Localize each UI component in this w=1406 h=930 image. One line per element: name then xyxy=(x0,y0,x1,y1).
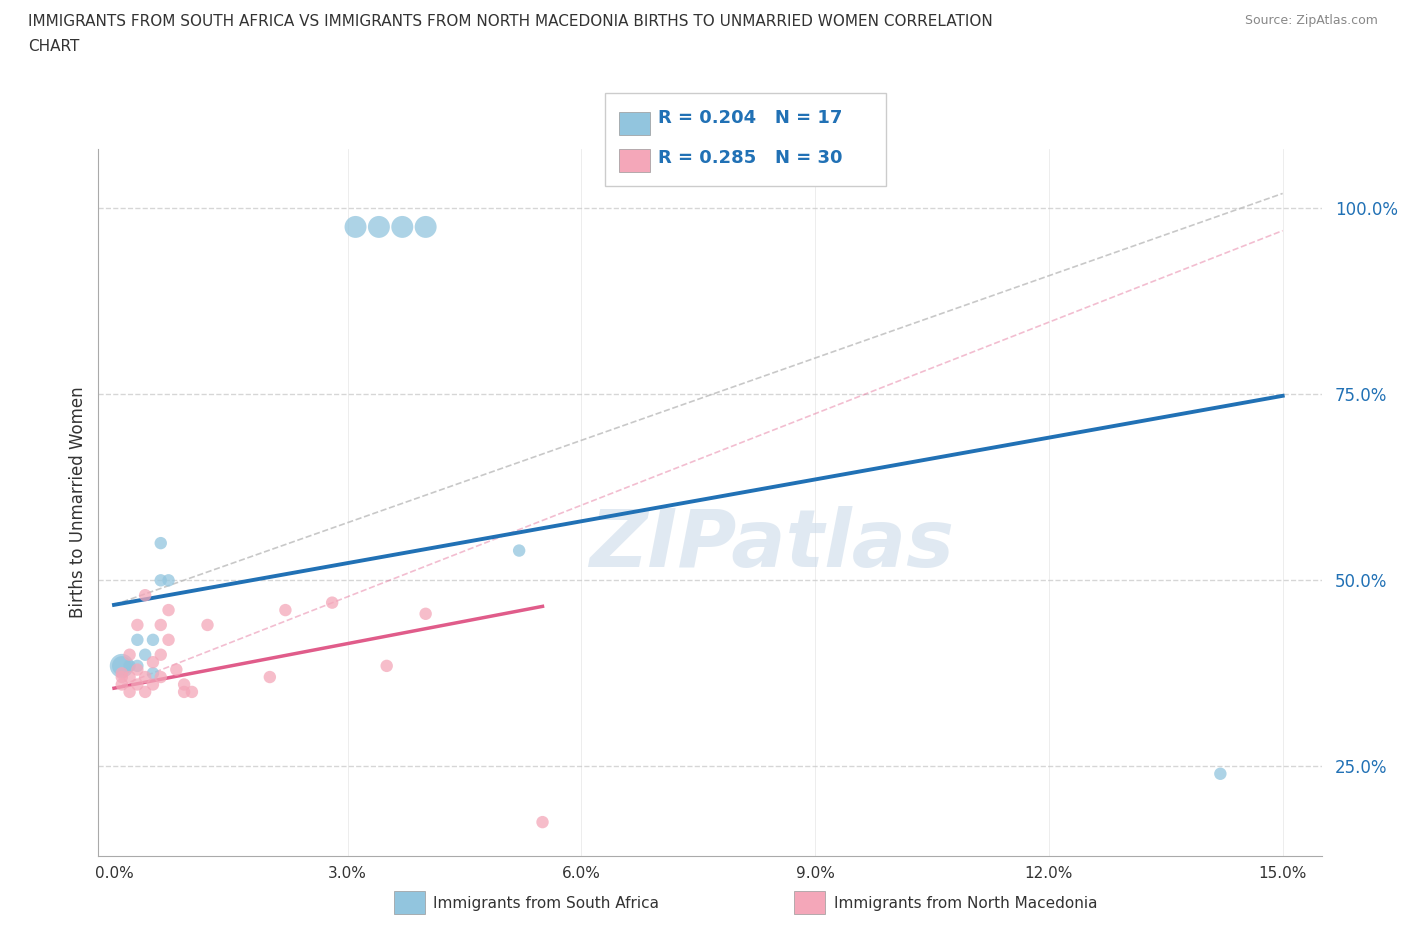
Point xyxy=(180,684,202,699)
Point xyxy=(111,670,134,684)
Text: IMMIGRANTS FROM SOUTH AFRICA VS IMMIGRANTS FROM NORTH MACEDONIA BIRTHS TO UNMARR: IMMIGRANTS FROM SOUTH AFRICA VS IMMIGRAN… xyxy=(28,14,993,29)
Point xyxy=(415,219,437,234)
Point xyxy=(149,618,172,632)
Point xyxy=(165,662,187,677)
Point xyxy=(134,684,156,699)
Point xyxy=(531,815,554,830)
Point xyxy=(111,658,134,673)
Point xyxy=(111,666,134,681)
Text: R = 0.204   N = 17: R = 0.204 N = 17 xyxy=(658,109,842,127)
Point xyxy=(367,219,389,234)
Point xyxy=(415,606,437,621)
Point xyxy=(173,677,195,692)
Point xyxy=(1209,766,1232,781)
Point xyxy=(142,666,165,681)
Point xyxy=(173,684,195,699)
Text: Immigrants from North Macedonia: Immigrants from North Macedonia xyxy=(834,896,1097,910)
Point xyxy=(149,536,172,551)
Point xyxy=(118,670,141,684)
Point xyxy=(118,684,141,699)
Point xyxy=(157,603,180,618)
Point xyxy=(149,647,172,662)
Point xyxy=(375,658,398,673)
Point xyxy=(344,219,367,234)
Point xyxy=(127,632,149,647)
Point xyxy=(508,543,530,558)
Point xyxy=(149,670,172,684)
Text: ZIPatlas: ZIPatlas xyxy=(589,506,953,584)
Point xyxy=(259,670,281,684)
Point xyxy=(142,677,165,692)
Point xyxy=(134,647,156,662)
Point xyxy=(118,647,141,662)
Point xyxy=(142,655,165,670)
Text: R = 0.285   N = 30: R = 0.285 N = 30 xyxy=(658,149,842,167)
Text: CHART: CHART xyxy=(28,39,80,54)
Point xyxy=(111,658,134,673)
Point xyxy=(118,658,141,673)
Point xyxy=(157,632,180,647)
Point xyxy=(127,677,149,692)
Point xyxy=(149,573,172,588)
Point xyxy=(157,573,180,588)
Point xyxy=(127,618,149,632)
Point xyxy=(134,588,156,603)
Point xyxy=(391,219,413,234)
Point xyxy=(197,618,219,632)
Text: Immigrants from South Africa: Immigrants from South Africa xyxy=(433,896,659,910)
Point xyxy=(321,595,343,610)
Text: Source: ZipAtlas.com: Source: ZipAtlas.com xyxy=(1244,14,1378,27)
Y-axis label: Births to Unmarried Women: Births to Unmarried Women xyxy=(69,386,87,618)
Point xyxy=(127,658,149,673)
Point xyxy=(142,632,165,647)
Point xyxy=(127,662,149,677)
Point xyxy=(111,677,134,692)
Point xyxy=(274,603,297,618)
Point xyxy=(134,670,156,684)
